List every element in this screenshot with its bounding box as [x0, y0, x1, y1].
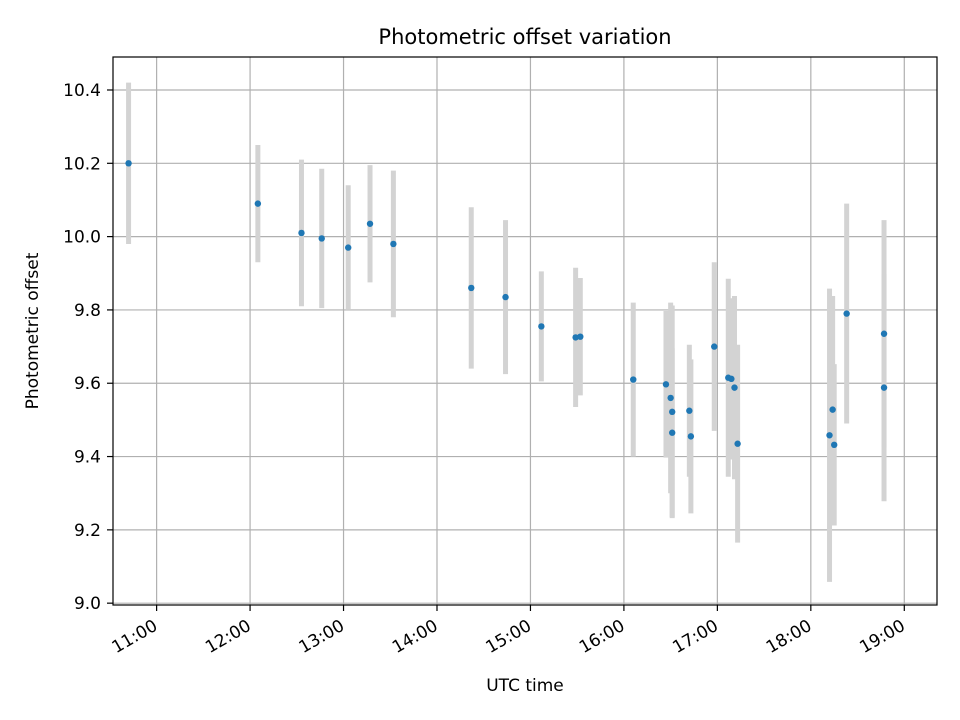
data-point — [125, 160, 132, 167]
plot-frame — [112, 56, 938, 606]
data-point — [734, 440, 741, 447]
data-point — [538, 323, 545, 330]
data-point — [668, 408, 676, 416]
data-point — [686, 407, 693, 414]
data-point — [667, 394, 674, 402]
data-markers — [125, 160, 888, 449]
y-axis-label: Photometric offset — [23, 252, 43, 409]
y-tick-label: 10.4 — [63, 81, 101, 101]
data-point — [390, 240, 397, 248]
data-point — [880, 330, 888, 337]
y-axis-ticks: 9.0 9.2 9.4 9.6 9.8 10.0 10.2 10.4 — [63, 81, 113, 614]
data-point — [318, 235, 325, 242]
data-point — [826, 432, 833, 439]
data-point — [880, 384, 888, 391]
data-point — [502, 293, 509, 301]
y-tick-label: 9.4 — [74, 448, 101, 468]
data-point — [662, 381, 670, 388]
grid — [113, 57, 937, 605]
data-point — [830, 441, 838, 449]
data-point — [843, 310, 850, 317]
data-point — [345, 244, 352, 251]
data-point — [468, 284, 475, 292]
y-tick-label: 9.2 — [74, 521, 101, 541]
data-point — [254, 200, 262, 207]
y-tick-label: 9.8 — [74, 301, 101, 321]
data-point — [731, 384, 738, 391]
y-tick-label: 9.6 — [74, 374, 101, 394]
data-point — [728, 375, 735, 383]
y-tick-label: 10.2 — [63, 154, 101, 174]
data-point — [668, 429, 676, 436]
data-point — [630, 376, 637, 383]
x-axis-label: UTC time — [486, 676, 564, 696]
y-tick-label: 10.0 — [63, 228, 101, 248]
data-point — [711, 343, 718, 350]
data-point — [687, 433, 695, 440]
data-point — [298, 229, 305, 237]
data-point — [366, 220, 374, 227]
data-point — [829, 406, 836, 413]
data-point — [577, 333, 584, 340]
chart-title: Photometric offset variation — [378, 25, 671, 49]
y-tick-label: 9.0 — [74, 594, 101, 614]
